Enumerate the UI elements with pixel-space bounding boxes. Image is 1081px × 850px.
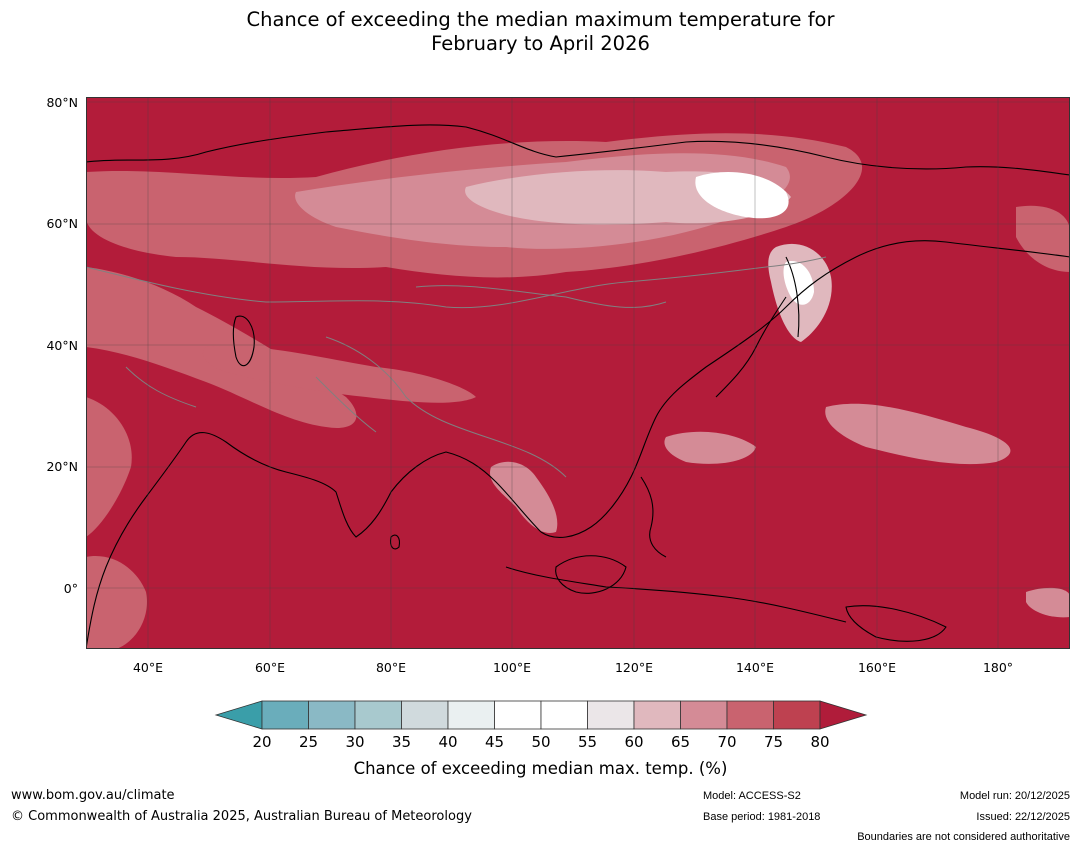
title-line-2: February to April 2026 [431, 32, 650, 55]
lon-label-100e: 100°E [492, 660, 531, 675]
colorbar-tick-label: 30 [345, 733, 365, 751]
coast-caspian [232, 315, 255, 367]
colorbar [214, 700, 868, 730]
colorbar-tick-label: 65 [670, 733, 691, 751]
base-period-text: Base period: 1981-2018 [703, 811, 821, 823]
colorbar-segment [261, 700, 309, 730]
lon-label-40e: 40°E [132, 660, 164, 675]
colorbar-segment [633, 700, 681, 730]
lat-label-60n: 60°N [46, 216, 78, 231]
lat-label-20n: 20°N [46, 459, 78, 474]
colorbar-segment [540, 700, 588, 730]
title-line-1: Chance of exceeding the median maximum t… [246, 8, 835, 31]
border-china-west [325, 336, 567, 478]
colorbar-extend-low [214, 700, 263, 730]
colorbar-tick-label: 70 [717, 733, 737, 751]
colorbar-segment [494, 700, 542, 730]
border-mongolia [415, 285, 667, 308]
zone-pacific-2 [664, 431, 756, 464]
temperature-map [86, 97, 1070, 649]
map-title: Chance of exceeding the median maximum t… [0, 8, 1081, 56]
lat-label-0: 0° [63, 581, 78, 596]
coast-pacific [540, 240, 1070, 538]
issued-text: Issued: 22/12/2025 [976, 811, 1070, 823]
zone-sakhalin-white [783, 261, 814, 305]
colorbar-segment [773, 700, 821, 730]
map-frame [86, 97, 1070, 649]
boundaries-note: Boundaries are not considered authoritat… [857, 831, 1070, 843]
border-india [315, 376, 377, 433]
colorbar-tick-label: 45 [484, 733, 505, 751]
coast-sakhalin [785, 256, 800, 338]
graticule [86, 97, 1070, 649]
coast-south-asia [145, 432, 542, 538]
zone-central-asia [202, 346, 476, 403]
coast-africa [86, 496, 147, 649]
colorbar-tick-label: 40 [438, 733, 458, 751]
website-link[interactable]: www.bom.gov.au/climate [11, 788, 175, 803]
zone-light-ne-asia [695, 172, 789, 219]
border-middle-east [125, 366, 197, 408]
model-run-text: Model run: 20/12/2025 [959, 790, 1070, 802]
colorbar-segments [214, 700, 868, 730]
zone-pacific [825, 403, 1011, 465]
coast-philippines [640, 476, 667, 558]
colorbar-segment [354, 700, 402, 730]
colorbar-segment [401, 700, 449, 730]
colorbar-segment [447, 700, 495, 730]
lon-label-80e: 80°E [375, 660, 407, 675]
zone-equator-east [1026, 587, 1070, 618]
colorbar-segment [587, 700, 635, 730]
lon-label-160e: 160°E [857, 660, 896, 675]
coast-japan [715, 296, 787, 398]
colorbar-tick-label: 20 [252, 733, 272, 751]
coast-new-guinea [845, 605, 947, 642]
border-russia-south [86, 256, 827, 309]
colorbar-tick-label: 55 [577, 733, 598, 751]
colorbar-tick-label: 50 [531, 733, 551, 751]
coast-borneo [555, 555, 627, 594]
colorbar-tick-label: 75 [763, 733, 784, 751]
colorbar-tick-label: 35 [391, 733, 412, 751]
colorbar-tick-label: 80 [810, 733, 830, 751]
country-boundaries [86, 256, 827, 478]
zone-se-asia [490, 461, 558, 533]
colorbar-extend-high [819, 700, 868, 730]
model-text: Model: ACCESS-S2 [703, 790, 801, 802]
copyright-text: © Commonwealth of Australia 2025, Austra… [11, 809, 472, 824]
lon-label-180: 180° [982, 660, 1014, 675]
coast-arctic [86, 124, 1070, 176]
colorbar-tick-label: 60 [624, 733, 644, 751]
colorbar-tick-label: 25 [298, 733, 319, 751]
lon-label-120e: 120°E [614, 660, 653, 675]
coastlines [86, 124, 1070, 649]
lon-label-60e: 60°E [254, 660, 286, 675]
colorbar-segment [726, 700, 774, 730]
lat-label-40n: 40°N [46, 338, 78, 353]
colorbar-segment [308, 700, 356, 730]
colorbar-label: Chance of exceeding median max. temp. (%… [353, 759, 728, 778]
lon-label-140e: 140°E [735, 660, 774, 675]
lat-label-80n: 80°N [46, 95, 78, 110]
colorbar-segment [680, 700, 728, 730]
